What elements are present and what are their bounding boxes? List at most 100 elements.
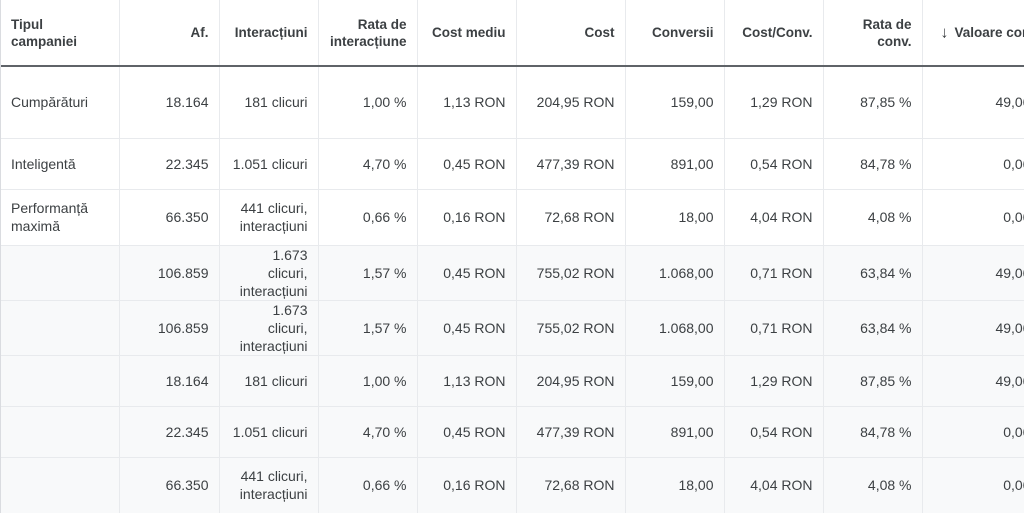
table-row[interactable]: 106.859 1.673 clicuri, interacțiuni 1,57 %… bbox=[1, 245, 1024, 301]
cell-impressions: 106.859 bbox=[119, 245, 220, 301]
cell-interactions: 1.051 clicuri bbox=[219, 406, 319, 458]
cell-campaign-type bbox=[1, 406, 120, 458]
cell-impressions: 18.164 bbox=[119, 66, 220, 139]
cell-interaction-rate: 1,00 % bbox=[318, 355, 418, 407]
cell-cost-per-conv: 0,71 RON bbox=[724, 245, 824, 301]
cell-conv-rate: 4,08 % bbox=[823, 189, 923, 246]
cell-cost-per-conv: 0,71 RON bbox=[724, 300, 824, 356]
cell-conversions: 159,00 bbox=[625, 355, 725, 407]
cell-avg-cost: 1,13 RON bbox=[417, 355, 517, 407]
cell-cost-per-conv: 1,29 RON bbox=[724, 66, 824, 139]
cell-cost: 755,02 RON bbox=[516, 245, 626, 301]
cell-interactions: 1.051 clicuri bbox=[219, 138, 319, 190]
cell-campaign-type: Cumpărături bbox=[1, 66, 120, 139]
cell-conv-rate: 4,08 % bbox=[823, 457, 923, 513]
table-row[interactable]: Performanță maximă 66.350 441 clicuri, int… bbox=[1, 189, 1024, 246]
column-header-impressions[interactable]: Af. bbox=[119, 0, 220, 67]
column-header-interactions-label: Interacțiuni bbox=[234, 25, 308, 40]
cell-conv-value: 0,00 bbox=[922, 189, 1024, 246]
table-row[interactable]: 18.164 181 clicuri 1,00 % 1,13 RON 204,95 RO… bbox=[1, 355, 1024, 407]
cell-avg-cost: 0,16 RON bbox=[417, 189, 517, 246]
cell-interaction-rate: 4,70 % bbox=[318, 406, 418, 458]
cell-cost: 204,95 RON bbox=[516, 66, 626, 139]
header-row: Tipul campaniei Af. Interacțiuni Rata de… bbox=[1, 0, 1024, 67]
cell-conversions: 18,00 bbox=[625, 457, 725, 513]
column-header-cost-per-conv[interactable]: Cost/Conv. bbox=[724, 0, 824, 67]
cell-impressions: 106.859 bbox=[119, 300, 220, 356]
cell-impressions: 22.345 bbox=[119, 406, 220, 458]
cell-conv-value: 0,00 bbox=[922, 406, 1024, 458]
cell-campaign-type: Performanță maximă bbox=[1, 189, 120, 246]
table-row[interactable]: 22.345 1.051 clicuri 4,70 % 0,45 RON 477,39 … bbox=[1, 406, 1024, 458]
column-header-conv-rate[interactable]: Rata de conv. bbox=[823, 0, 923, 67]
table-row[interactable]: Inteligentă 22.345 1.051 clicuri 4,70 % 0,45… bbox=[1, 138, 1024, 190]
cell-interactions: 1.673 clicuri, interacțiuni bbox=[219, 245, 319, 301]
column-header-interaction-rate[interactable]: Rata de interacțiune bbox=[318, 0, 418, 67]
cell-cost-per-conv: 4,04 RON bbox=[724, 457, 824, 513]
cell-impressions: 66.350 bbox=[119, 189, 220, 246]
cell-interactions: 1.673 clicuri, interacțiuni bbox=[219, 300, 319, 356]
cell-conv-value: 49,00 bbox=[922, 66, 1024, 139]
cell-interaction-rate: 0,66 % bbox=[318, 457, 418, 513]
cell-conversions: 18,00 bbox=[625, 189, 725, 246]
cell-cost-per-conv: 0,54 RON bbox=[724, 406, 824, 458]
cell-campaign-type: Inteligentă bbox=[1, 138, 120, 190]
cell-conv-rate: 63,84 % bbox=[823, 300, 923, 356]
cell-impressions: 66.350 bbox=[119, 457, 220, 513]
arrow-down-icon[interactable]: ↓ bbox=[940, 24, 949, 41]
cell-campaign-type bbox=[1, 300, 120, 356]
cell-impressions: 22.345 bbox=[119, 138, 220, 190]
cell-conv-value: 49,00 bbox=[922, 245, 1024, 301]
cell-conv-value: 0,00 bbox=[922, 457, 1024, 513]
table-row[interactable]: Cumpărături 18.164 181 clicuri 1,00 % 1,13 R… bbox=[1, 66, 1024, 139]
cell-avg-cost: 0,45 RON bbox=[417, 406, 517, 458]
cell-conv-rate: 87,85 % bbox=[823, 355, 923, 407]
column-header-conv-value-label: Valoare conversii bbox=[954, 25, 1024, 40]
cell-interactions: 441 clicuri, interacțiuni bbox=[219, 189, 319, 246]
cell-avg-cost: 0,45 RON bbox=[417, 245, 517, 301]
column-header-avg-cost[interactable]: Cost mediu bbox=[417, 0, 517, 67]
cell-avg-cost: 1,13 RON bbox=[417, 66, 517, 139]
column-header-interactions[interactable]: Interacțiuni bbox=[219, 0, 319, 67]
column-header-conversions[interactable]: Conversii bbox=[625, 0, 725, 67]
cell-conversions: 1.068,00 bbox=[625, 300, 725, 356]
cell-cost: 755,02 RON bbox=[516, 300, 626, 356]
cell-cost-per-conv: 1,29 RON bbox=[724, 355, 824, 407]
cell-interaction-rate: 1,00 % bbox=[318, 66, 418, 139]
cell-cost: 72,68 RON bbox=[516, 189, 626, 246]
cell-conv-rate: 84,78 % bbox=[823, 138, 923, 190]
cell-avg-cost: 0,45 RON bbox=[417, 300, 517, 356]
cell-interaction-rate: 0,66 % bbox=[318, 189, 418, 246]
cell-interaction-rate: 1,57 % bbox=[318, 300, 418, 356]
cell-campaign-type bbox=[1, 355, 120, 407]
cell-conv-value: 49,00 bbox=[922, 355, 1024, 407]
table-row[interactable]: 106.859 1.673 clicuri, interacțiuni 1,57 %… bbox=[1, 300, 1024, 356]
cell-campaign-type bbox=[1, 457, 120, 513]
cell-cost-per-conv: 4,04 RON bbox=[724, 189, 824, 246]
cell-conv-rate: 87,85 % bbox=[823, 66, 923, 139]
cell-cost: 477,39 RON bbox=[516, 406, 626, 458]
cell-conversions: 159,00 bbox=[625, 66, 725, 139]
cell-conv-rate: 84,78 % bbox=[823, 406, 923, 458]
table-row[interactable]: 66.350 441 clicuri, interacțiuni 0,66 % 0,1… bbox=[1, 457, 1024, 513]
cell-impressions: 18.164 bbox=[119, 355, 220, 407]
cell-conversions: 1.068,00 bbox=[625, 245, 725, 301]
cell-interactions: 181 clicuri bbox=[219, 355, 319, 407]
cell-interaction-rate: 4,70 % bbox=[318, 138, 418, 190]
cell-cost: 477,39 RON bbox=[516, 138, 626, 190]
cell-interaction-rate: 1,57 % bbox=[318, 245, 418, 301]
cell-avg-cost: 0,16 RON bbox=[417, 457, 517, 513]
column-header-campaign-type[interactable]: Tipul campaniei bbox=[1, 0, 120, 67]
cell-interactions: 441 clicuri, interacțiuni bbox=[219, 457, 319, 513]
cell-conversions: 891,00 bbox=[625, 138, 725, 190]
cell-avg-cost: 0,45 RON bbox=[417, 138, 517, 190]
cell-cost-per-conv: 0,54 RON bbox=[724, 138, 824, 190]
cell-cost: 72,68 RON bbox=[516, 457, 626, 513]
column-header-conv-value[interactable]: ↓ Valoare conversii bbox=[922, 0, 1024, 67]
cell-cost: 204,95 RON bbox=[516, 355, 626, 407]
cell-interactions: 181 clicuri bbox=[219, 66, 319, 139]
cell-conv-rate: 63,84 % bbox=[823, 245, 923, 301]
cell-conv-value: 0,00 bbox=[922, 138, 1024, 190]
column-header-cost[interactable]: Cost bbox=[516, 0, 626, 67]
